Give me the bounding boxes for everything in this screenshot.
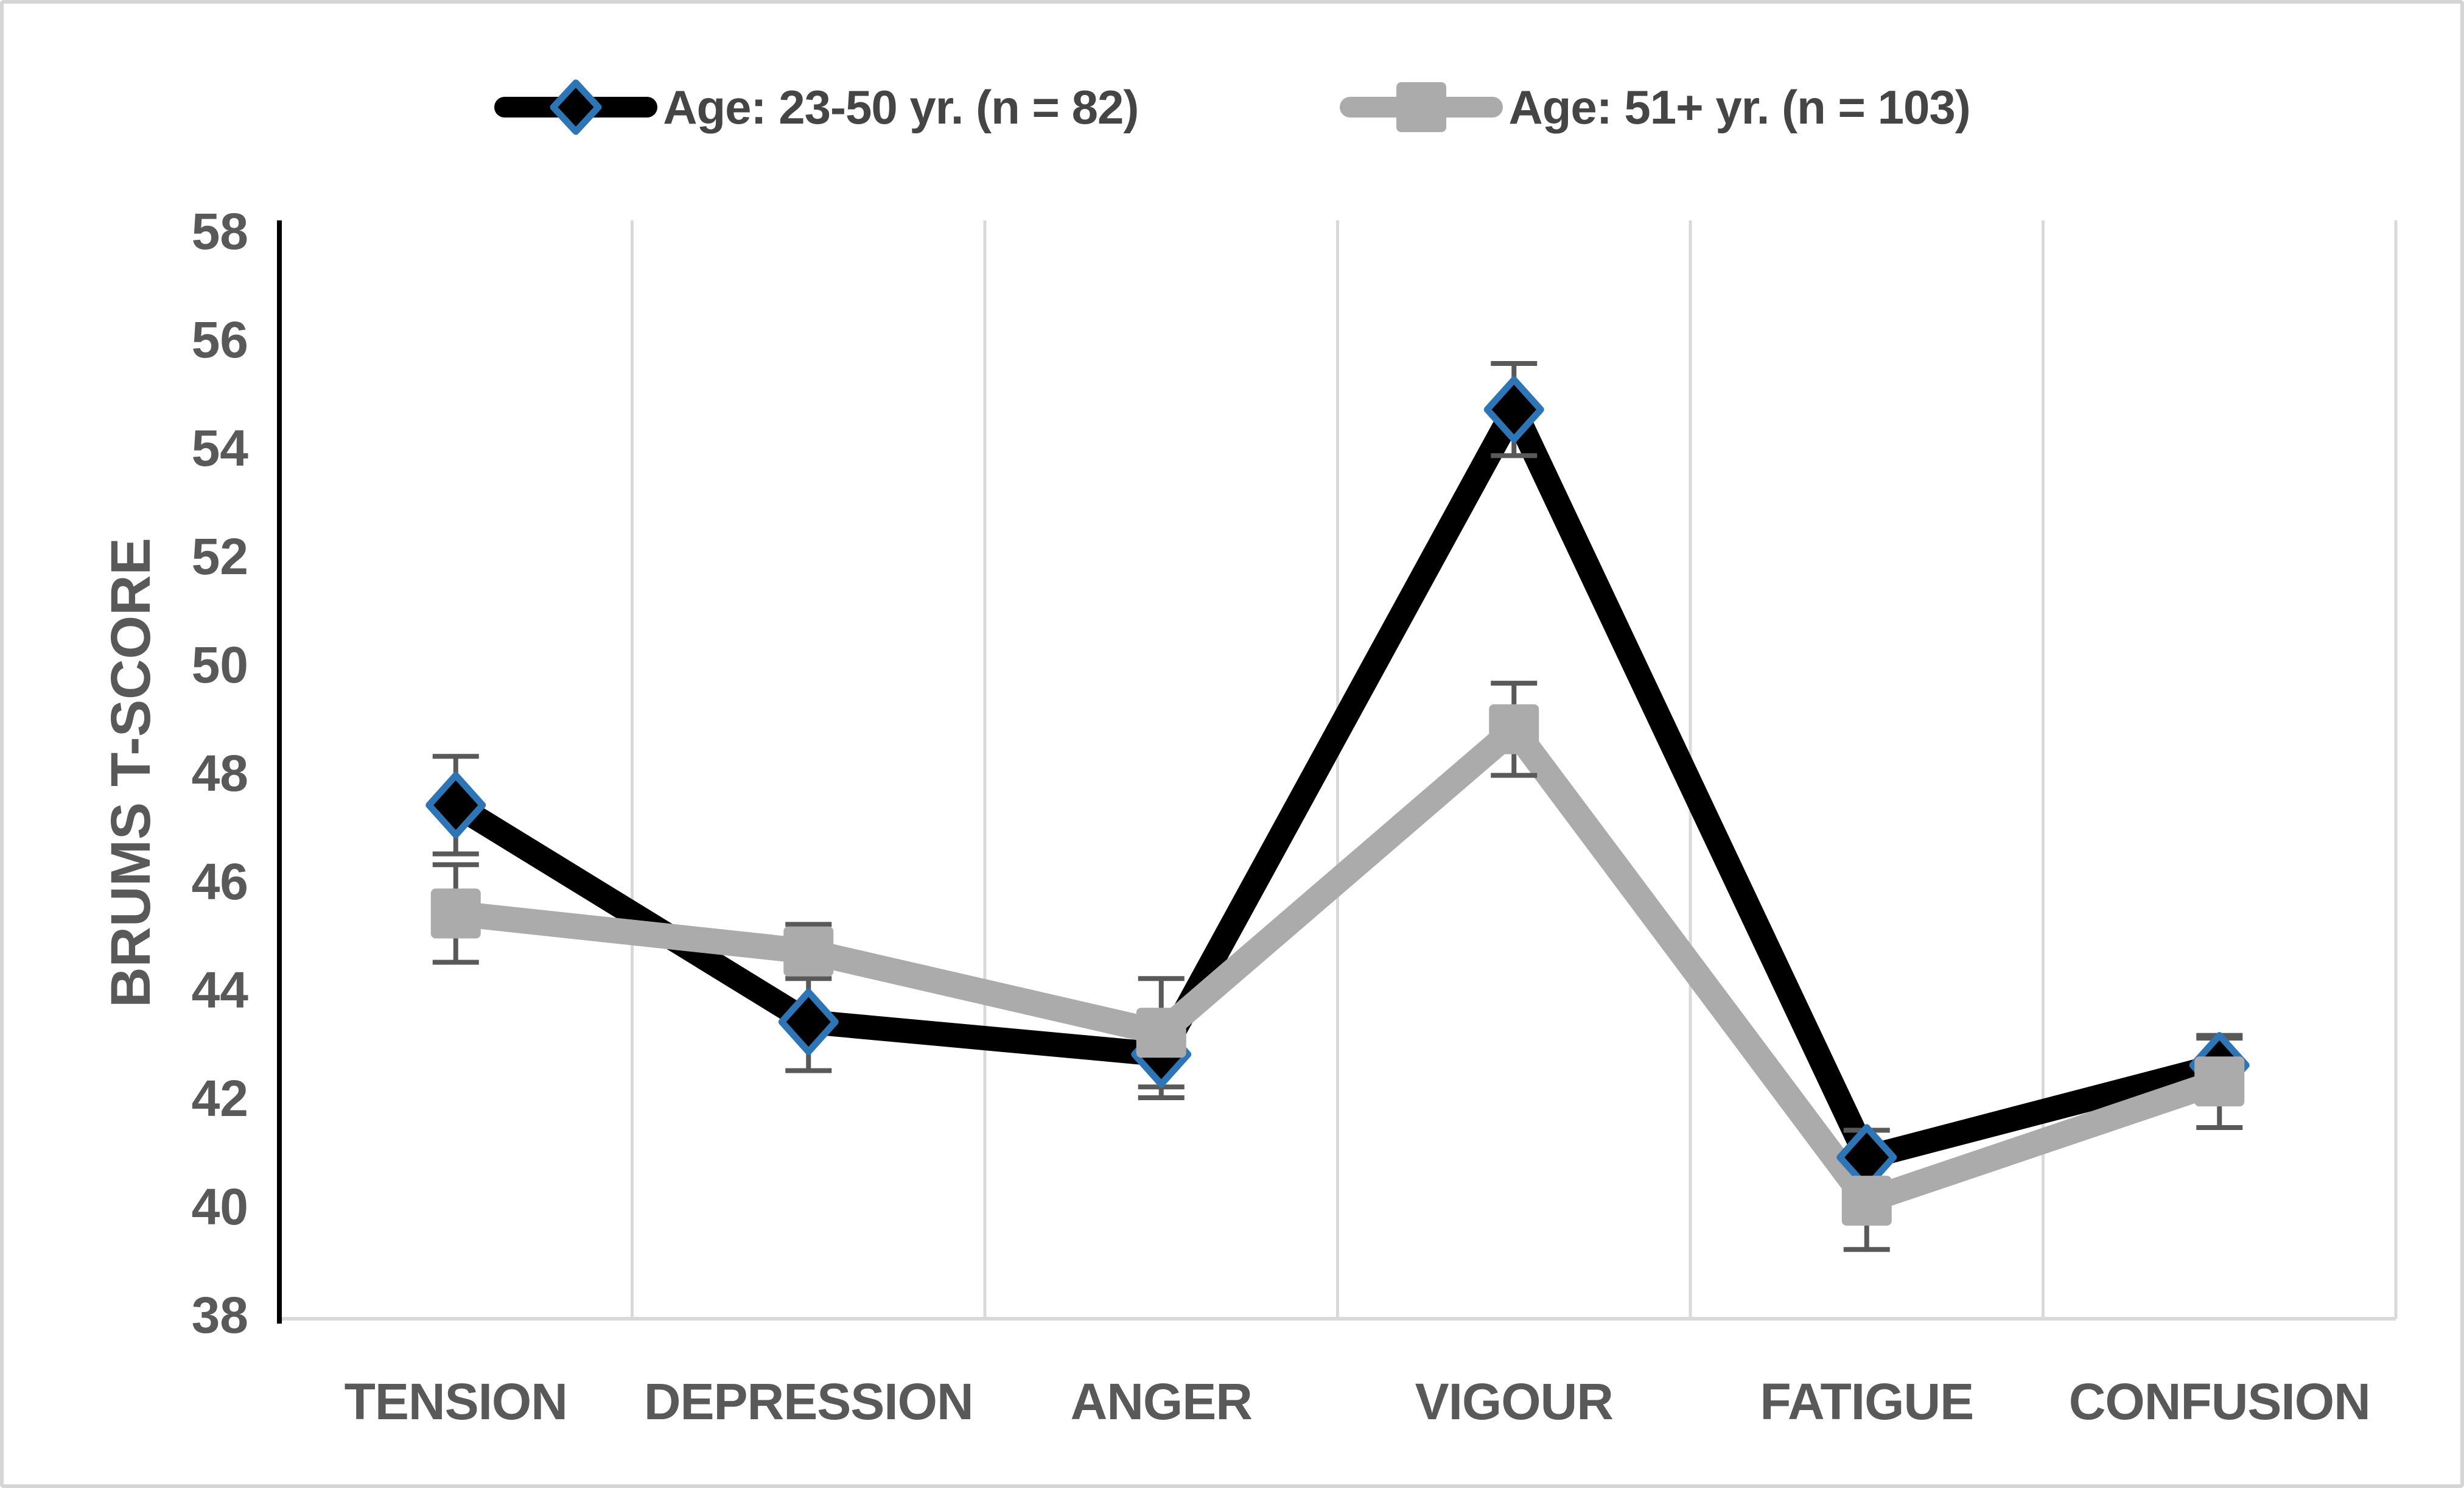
y-tick-label: 56 <box>192 311 248 368</box>
y-axis-title: BRUMS T-SCORE <box>100 538 162 1008</box>
square-marker <box>783 926 834 977</box>
y-tick-label: 40 <box>192 1178 248 1235</box>
y-axis-title-text: BRUMS T-SCORE <box>100 538 162 1008</box>
legend-item-age-51-plus: Age: 51+ yr. (n = 103) <box>1339 65 1971 150</box>
y-tick-label: 42 <box>192 1070 248 1127</box>
y-tick-label: 54 <box>192 419 249 477</box>
y-tick-label: 58 <box>192 203 248 260</box>
axes <box>277 220 2396 1324</box>
y-tick-label: 46 <box>192 853 248 910</box>
legend-square-marker-icon <box>1396 82 1447 132</box>
legend-item-age-23-50: Age: 23-50 yr. (n = 82) <box>494 65 1139 150</box>
diamond-marker <box>1483 376 1544 443</box>
legend-label-age-51-plus: Age: 51+ yr. (n = 103) <box>1508 80 1970 134</box>
line-chart: 58 56 54 52 50 48 46 44 42 40 38 BRUMS T-SCORE TEN… <box>100 203 2398 1430</box>
y-tick-label: 50 <box>192 636 248 693</box>
x-category-label: TENSION <box>345 1373 567 1430</box>
chart-legend: Age: 23-50 yr. (n = 82) Age: 51+ yr. (n … <box>4 65 2460 150</box>
square-marker <box>2194 1056 2245 1107</box>
y-tick-labels: 58 56 54 52 50 48 46 44 42 40 38 <box>192 203 249 1344</box>
x-category-label: DEPRESSION <box>644 1373 973 1430</box>
square-marker <box>1489 704 1539 754</box>
square-marker <box>430 888 481 939</box>
legend-label-age-23-50: Age: 23-50 yr. (n = 82) <box>663 80 1139 134</box>
y-tick-label: 52 <box>192 528 248 585</box>
x-category-label: VIGOUR <box>1415 1373 1613 1430</box>
legend-diamond-marker-icon <box>550 79 602 135</box>
data-point-markers <box>425 376 2250 1226</box>
legend-sample-age-23-50 <box>494 79 658 135</box>
diamond-marker <box>425 771 486 838</box>
series-line-1 <box>443 716 2233 1214</box>
x-category-label: ANGER <box>1071 1373 1252 1430</box>
x-category-label: CONFUSION <box>2069 1373 2370 1430</box>
series-line-0 <box>443 397 2232 1170</box>
x-category-labels: TENSION DEPRESSION ANGER VIGOUR FATIGUE CONFU… <box>345 1373 2371 1430</box>
y-tick-label: 44 <box>192 961 249 1019</box>
x-category-label: FATIGUE <box>1760 1373 1973 1430</box>
y-tick-label: 48 <box>192 745 248 802</box>
y-tick-label: 38 <box>192 1286 248 1344</box>
legend-sample-age-51-plus <box>1340 82 1503 132</box>
series-lines <box>443 397 2233 1214</box>
square-marker <box>1841 1176 1892 1226</box>
square-marker <box>1136 1008 1186 1058</box>
diamond-marker <box>778 988 839 1055</box>
